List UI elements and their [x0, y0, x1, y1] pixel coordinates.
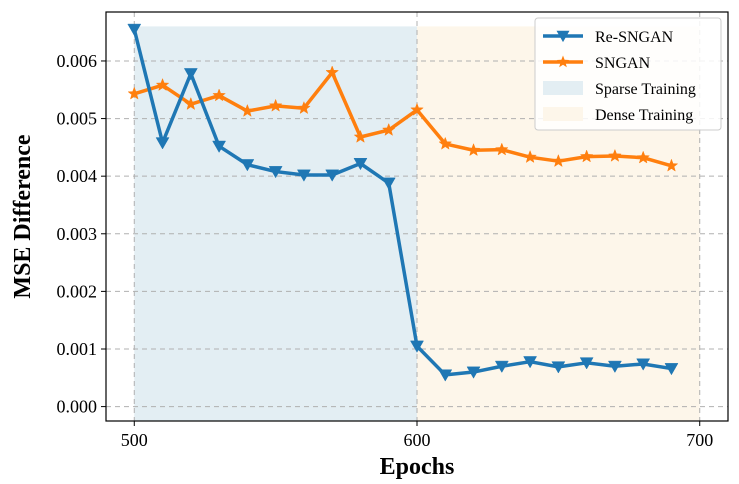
point-sngan	[325, 65, 340, 79]
point-sngan	[268, 98, 283, 112]
series-line-sngan	[133, 70, 672, 168]
y-tick-label: 0.000	[57, 397, 98, 417]
legend-label-sngan: SNGAN	[595, 55, 651, 72]
point-sngan	[353, 129, 368, 143]
x-tick-label: 600	[404, 430, 431, 450]
point-sngan	[381, 122, 396, 136]
legend-swatch-dense-training	[543, 107, 583, 121]
point-re-sngan	[381, 177, 396, 190]
legend-marker-re-sngan	[556, 30, 570, 43]
point-re-sngan	[183, 68, 198, 81]
point-re-sngan	[438, 369, 453, 382]
point-re-sngan	[607, 360, 622, 373]
point-sngan	[579, 149, 594, 163]
point-re-sngan	[466, 366, 481, 379]
point-re-sngan	[127, 23, 142, 36]
point-re-sngan	[664, 363, 679, 376]
point-re-sngan	[353, 158, 368, 171]
point-re-sngan	[155, 137, 170, 150]
point-sngan	[410, 102, 424, 116]
point-re-sngan	[240, 159, 255, 172]
point-sngan	[636, 150, 651, 164]
series-markers	[127, 23, 679, 382]
point-re-sngan	[523, 356, 538, 369]
y-tick-label: 0.006	[57, 51, 98, 71]
point-sngan	[297, 100, 311, 115]
point-sngan	[494, 142, 509, 156]
legend-swatch-sparse-training	[543, 81, 583, 95]
y-tick-label: 0.005	[57, 109, 98, 129]
point-re-sngan	[268, 166, 283, 179]
point-sngan	[438, 136, 453, 150]
region-sparse-training	[134, 26, 418, 422]
point-sngan	[240, 103, 255, 117]
point-re-sngan	[579, 357, 594, 370]
point-re-sngan	[410, 340, 424, 353]
x-tick-label: 500	[121, 430, 148, 450]
y-tick-label: 0.004	[57, 166, 98, 186]
point-sngan	[608, 148, 622, 162]
legend-marker-sngan	[556, 55, 570, 68]
point-re-sngan	[494, 360, 509, 373]
point-sngan	[127, 86, 142, 100]
y-tick-label: 0.001	[57, 339, 98, 359]
y-tick-label: 0.003	[57, 224, 98, 244]
point-sngan	[183, 96, 198, 111]
y-axis-title: MSE Difference	[10, 134, 36, 299]
x-tick-label: 700	[686, 430, 713, 450]
point-sngan	[523, 149, 537, 163]
y-axis-ticks: 0.000 0.001 0.002 0.003 0.004 0.005 0.006	[57, 51, 106, 417]
x-axis-title: Epochs	[380, 454, 455, 480]
series-lines	[132, 28, 672, 377]
series-line-re-sngan	[132, 28, 672, 377]
legend: Re-SNGAN SNGAN Sparse Training Dense Tra…	[534, 17, 722, 131]
point-re-sngan	[551, 361, 566, 374]
point-re-sngan	[212, 140, 227, 153]
point-sngan	[551, 153, 566, 168]
legend-label-re-sngan: Re-SNGAN	[595, 29, 674, 46]
legend-label-dense-training: Dense Training	[595, 107, 693, 124]
legend-label-sparse-training: Sparse Training	[595, 81, 696, 98]
legend-box	[534, 17, 722, 131]
point-sngan	[212, 88, 226, 102]
point-re-sngan	[296, 169, 311, 182]
point-sngan	[466, 143, 481, 157]
point-re-sngan	[325, 169, 340, 182]
point-re-sngan	[636, 358, 651, 371]
x-axis-ticks: 500 600 700	[121, 421, 713, 450]
y-tick-label: 0.002	[57, 281, 98, 301]
point-sngan	[155, 77, 170, 91]
point-sngan	[664, 158, 679, 172]
